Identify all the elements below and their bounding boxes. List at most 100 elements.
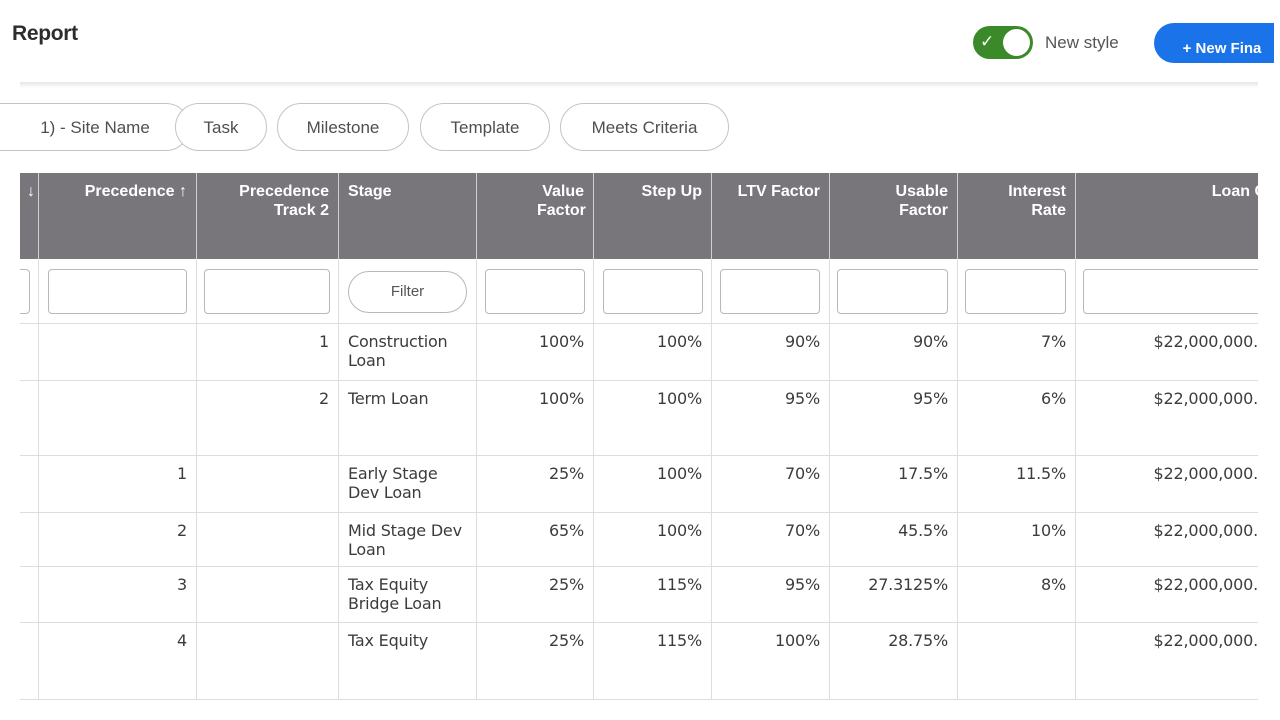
filter-cell-usable	[830, 259, 958, 324]
cell-value-factor: 25%	[477, 567, 594, 622]
cell-usable: 27.3125%	[830, 567, 958, 622]
cell-track2	[197, 456, 339, 512]
filter-input-interest[interactable]	[965, 269, 1066, 314]
cell-stage: Construction Loan	[339, 324, 477, 380]
filter-cell-precedence	[39, 259, 197, 324]
filter-input-loan[interactable]	[1083, 269, 1258, 314]
table-row[interactable]: 3 Tax Equity Bridge Loan 25% 115% 95% 27.3125…	[20, 567, 1258, 623]
cell-prev	[20, 324, 39, 380]
filter-cell-stage: Filter	[339, 259, 477, 324]
cell-loan: $22,000,000.	[1153, 631, 1258, 650]
financing-table: ↓ Precedence ↑ Precedence Track 2 Stage …	[20, 173, 1258, 720]
cell-interest: 6%	[958, 381, 1076, 455]
cell-prev	[20, 623, 39, 699]
cell-usable: 45.5%	[830, 513, 958, 566]
new-financing-button[interactable]: + New Fina	[1154, 23, 1274, 63]
cell-step-up: 100%	[594, 381, 712, 455]
chip-task[interactable]: Task	[175, 103, 267, 151]
cell-ltv: 70%	[712, 456, 830, 512]
cell-value-factor: 100%	[477, 324, 594, 380]
filter-input-precedence[interactable]	[48, 269, 187, 314]
filter-cell-loan	[1076, 259, 1258, 324]
cell-precedence: 3	[39, 567, 197, 622]
cell-value-factor: 25%	[477, 456, 594, 512]
group-by-chips: 1) - Site Name Task Milestone Template M…	[0, 103, 1258, 151]
chip-meets-criteria[interactable]: Meets Criteria	[560, 103, 729, 151]
filter-cell-value-factor	[477, 259, 594, 324]
cell-track2: 1	[197, 324, 339, 380]
cell-precedence: 4	[39, 623, 197, 699]
cell-interest: 8%	[958, 567, 1076, 622]
cell-stage: Tax Equity Bridge Loan	[339, 567, 477, 622]
column-header-ltv-factor[interactable]: LTV Factor	[712, 173, 830, 259]
cell-prev	[20, 456, 39, 512]
filter-input-ltv[interactable]	[720, 269, 820, 314]
cell-usable: 17.5%	[830, 456, 958, 512]
cell-stage: Mid Stage Dev Loan	[339, 513, 477, 566]
cell-loan: $22,000,000.	[1153, 332, 1258, 351]
table-row[interactable]: 2 Mid Stage Dev Loan 65% 100% 70% 45.5% 10% $22…	[20, 513, 1258, 567]
cell-interest	[958, 623, 1076, 699]
cell-precedence: 1	[39, 456, 197, 512]
chip-site-name[interactable]: 1) - Site Name	[0, 103, 190, 151]
cell-track2	[197, 567, 339, 622]
cell-step-up: 115%	[594, 623, 712, 699]
column-header-value-factor[interactable]: Value Factor	[477, 173, 594, 259]
header-divider	[20, 82, 1258, 88]
cell-value-factor: 100%	[477, 381, 594, 455]
cell-track2: 2	[197, 381, 339, 455]
filter-cell-step-up	[594, 259, 712, 324]
cell-track2	[197, 623, 339, 699]
column-header-precedence[interactable]: Precedence ↑	[39, 173, 197, 259]
filter-cell-ltv	[712, 259, 830, 324]
stage-filter-button[interactable]: Filter	[348, 271, 467, 313]
filter-cell-prev	[20, 259, 39, 324]
cell-usable: 28.75%	[830, 623, 958, 699]
column-header-step-up[interactable]: Step Up	[594, 173, 712, 259]
page-title: Report	[12, 22, 78, 46]
chip-milestone[interactable]: Milestone	[277, 103, 409, 151]
cell-loan: $22,000,000.	[1153, 575, 1258, 594]
filter-input-step-up[interactable]	[603, 269, 703, 314]
table-row[interactable]: 2 Term Loan 100% 100% 95% 95% 6% $22,000,000.	[20, 381, 1258, 456]
new-style-label: New style	[1045, 33, 1119, 52]
cell-stage: Early Stage Dev Loan	[339, 456, 477, 512]
filter-input-track2[interactable]	[204, 269, 330, 314]
cell-ltv: 95%	[712, 567, 830, 622]
cell-interest: 11.5%	[958, 456, 1076, 512]
cell-usable: 95%	[830, 381, 958, 455]
table-row[interactable]: 1 Early Stage Dev Loan 25% 100% 70% 17.5% 11.5…	[20, 456, 1258, 513]
cell-loan: $22,000,000.	[1153, 389, 1258, 408]
cell-value-factor: 25%	[477, 623, 594, 699]
chip-template[interactable]: Template	[420, 103, 550, 151]
column-header-stage[interactable]: Stage	[339, 173, 477, 259]
filter-input-usable[interactable]	[837, 269, 948, 314]
filter-input-prev[interactable]	[20, 269, 30, 314]
top-bar: Report ✓ New style + New Fina	[0, 0, 1274, 82]
filter-cell-track2	[197, 259, 339, 324]
cell-usable: 90%	[830, 324, 958, 380]
cell-precedence	[39, 324, 197, 380]
cell-prev	[20, 513, 39, 566]
filter-cell-interest	[958, 259, 1076, 324]
filter-input-value-factor[interactable]	[485, 269, 585, 314]
table-row[interactable]: 4 Tax Equity 25% 115% 100% 28.75% $22,000,000.	[20, 623, 1258, 700]
cell-ltv: 95%	[712, 381, 830, 455]
column-header-precedence-track-2[interactable]: Precedence Track 2	[197, 173, 339, 259]
column-header-loan[interactable]: Loan C	[1211, 183, 1258, 200]
cell-precedence	[39, 381, 197, 455]
cell-stage: Term Loan	[339, 381, 477, 455]
column-header-interest-rate[interactable]: Interest Rate	[958, 173, 1076, 259]
column-header-usable-factor[interactable]: Usable Factor	[830, 173, 958, 259]
cell-ltv: 90%	[712, 324, 830, 380]
cell-prev	[20, 381, 39, 455]
table-row[interactable]: 1 Construction Loan 100% 100% 90% 90% 7% $22,00…	[20, 324, 1258, 381]
cell-interest: 7%	[958, 324, 1076, 380]
cell-loan: $22,000,000.	[1153, 521, 1258, 540]
column-header-prev[interactable]: ↓	[20, 173, 39, 259]
cell-step-up: 115%	[594, 567, 712, 622]
new-style-toggle[interactable]: ✓	[973, 26, 1033, 59]
cell-precedence: 2	[39, 513, 197, 566]
cell-interest: 10%	[958, 513, 1076, 566]
page-title-text: Report	[12, 22, 78, 45]
